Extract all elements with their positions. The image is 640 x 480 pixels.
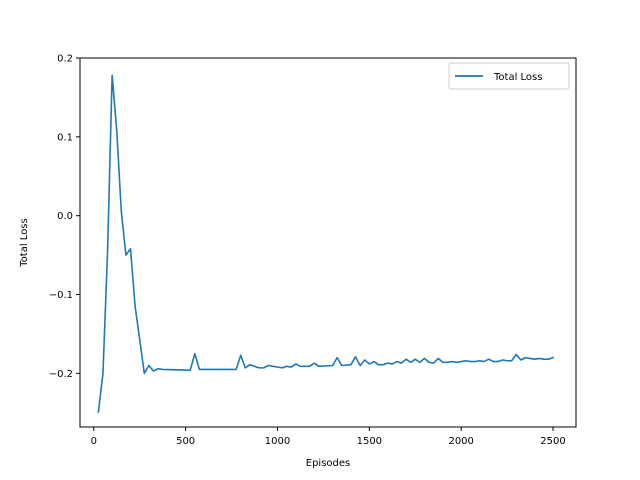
x-axis: 0 500 1000 1500 2000 2500	[91, 427, 566, 447]
x-tick-label: 0	[91, 436, 97, 447]
y-tick-label: 0.0	[57, 211, 73, 222]
y-tick-label: −0.2	[49, 369, 73, 380]
x-tick-label: 2500	[540, 436, 565, 447]
y-axis-label: Total Loss	[19, 218, 30, 267]
legend: Total Loss	[448, 62, 570, 90]
x-tick-label: 1000	[265, 436, 290, 447]
legend-box	[448, 62, 570, 90]
x-tick-label: 2000	[448, 436, 473, 447]
series-line-0	[97, 74, 555, 413]
y-tick-label: −0.1	[49, 290, 73, 301]
x-axis-label: Episodes	[306, 458, 350, 469]
series-layer	[97, 74, 555, 413]
legend-label-total-loss: Total Loss	[493, 72, 542, 83]
y-axis: −0.2 −0.1 0.0 0.1 0.2	[49, 54, 80, 380]
x-tick-label: 500	[176, 436, 195, 447]
x-tick-label: 1500	[357, 436, 382, 447]
y-tick-label: 0.1	[57, 132, 73, 143]
y-tick-label: 0.2	[57, 54, 73, 65]
plot-frame	[79, 57, 577, 428]
